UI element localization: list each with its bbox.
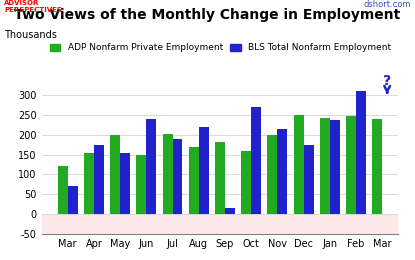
Bar — [320, 118, 330, 214]
Bar — [68, 186, 78, 214]
Bar — [267, 135, 277, 214]
Bar — [58, 166, 68, 214]
Bar — [241, 151, 251, 214]
Bar — [251, 107, 261, 214]
Bar — [346, 116, 356, 214]
Bar — [356, 91, 366, 214]
Bar — [146, 119, 156, 214]
Bar — [215, 141, 225, 214]
Bar — [42, 214, 398, 234]
Text: Two Views of the Monthly Change in Employment: Two Views of the Monthly Change in Emplo… — [15, 8, 400, 22]
Legend: ADP Nonfarm Private Employment, BLS Total Nonfarm Employment: ADP Nonfarm Private Employment, BLS Tota… — [46, 40, 395, 56]
Bar — [372, 119, 382, 214]
Bar — [330, 120, 340, 214]
Text: dshort.com: dshort.com — [364, 0, 411, 9]
Bar — [173, 139, 183, 214]
Bar — [277, 129, 287, 214]
Bar — [199, 127, 209, 214]
Text: Thousands: Thousands — [4, 30, 57, 40]
Bar — [225, 208, 235, 214]
Bar — [94, 145, 104, 214]
Text: ?: ? — [383, 74, 391, 88]
Text: ADVISOR
PERSPECTIVES: ADVISOR PERSPECTIVES — [4, 0, 62, 12]
Bar — [84, 153, 94, 214]
Bar — [137, 155, 146, 214]
Bar — [189, 147, 199, 214]
Bar — [303, 145, 313, 214]
Bar — [163, 134, 173, 214]
Bar — [293, 115, 303, 214]
Bar — [110, 135, 120, 214]
Bar — [120, 153, 130, 214]
